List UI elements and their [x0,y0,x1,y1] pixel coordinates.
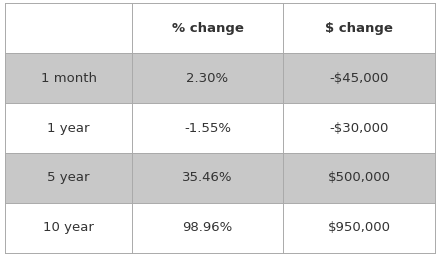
Bar [132,103,283,153]
Text: $500,000: $500,000 [327,172,390,185]
Text: -$30,000: -$30,000 [329,122,389,134]
Text: 5 year: 5 year [48,172,90,185]
Bar [5,153,132,203]
Bar [283,53,435,103]
Text: -1.55%: -1.55% [184,122,231,134]
Text: 2.30%: 2.30% [187,71,229,84]
Bar [5,53,132,103]
Bar [5,3,132,53]
Text: % change: % change [172,22,243,35]
Bar [132,3,283,53]
Bar [283,103,435,153]
Text: 10 year: 10 year [43,221,94,234]
Bar [283,203,435,253]
Bar [132,53,283,103]
Text: $ change: $ change [325,22,393,35]
Bar [283,153,435,203]
Bar [5,103,132,153]
Text: 35.46%: 35.46% [182,172,233,185]
Bar [132,153,283,203]
Text: 1 month: 1 month [40,71,97,84]
Bar [283,3,435,53]
Bar [5,203,132,253]
Text: -$45,000: -$45,000 [329,71,389,84]
Text: $950,000: $950,000 [327,221,390,234]
Text: 98.96%: 98.96% [183,221,233,234]
Text: 1 year: 1 year [48,122,90,134]
Bar [132,203,283,253]
